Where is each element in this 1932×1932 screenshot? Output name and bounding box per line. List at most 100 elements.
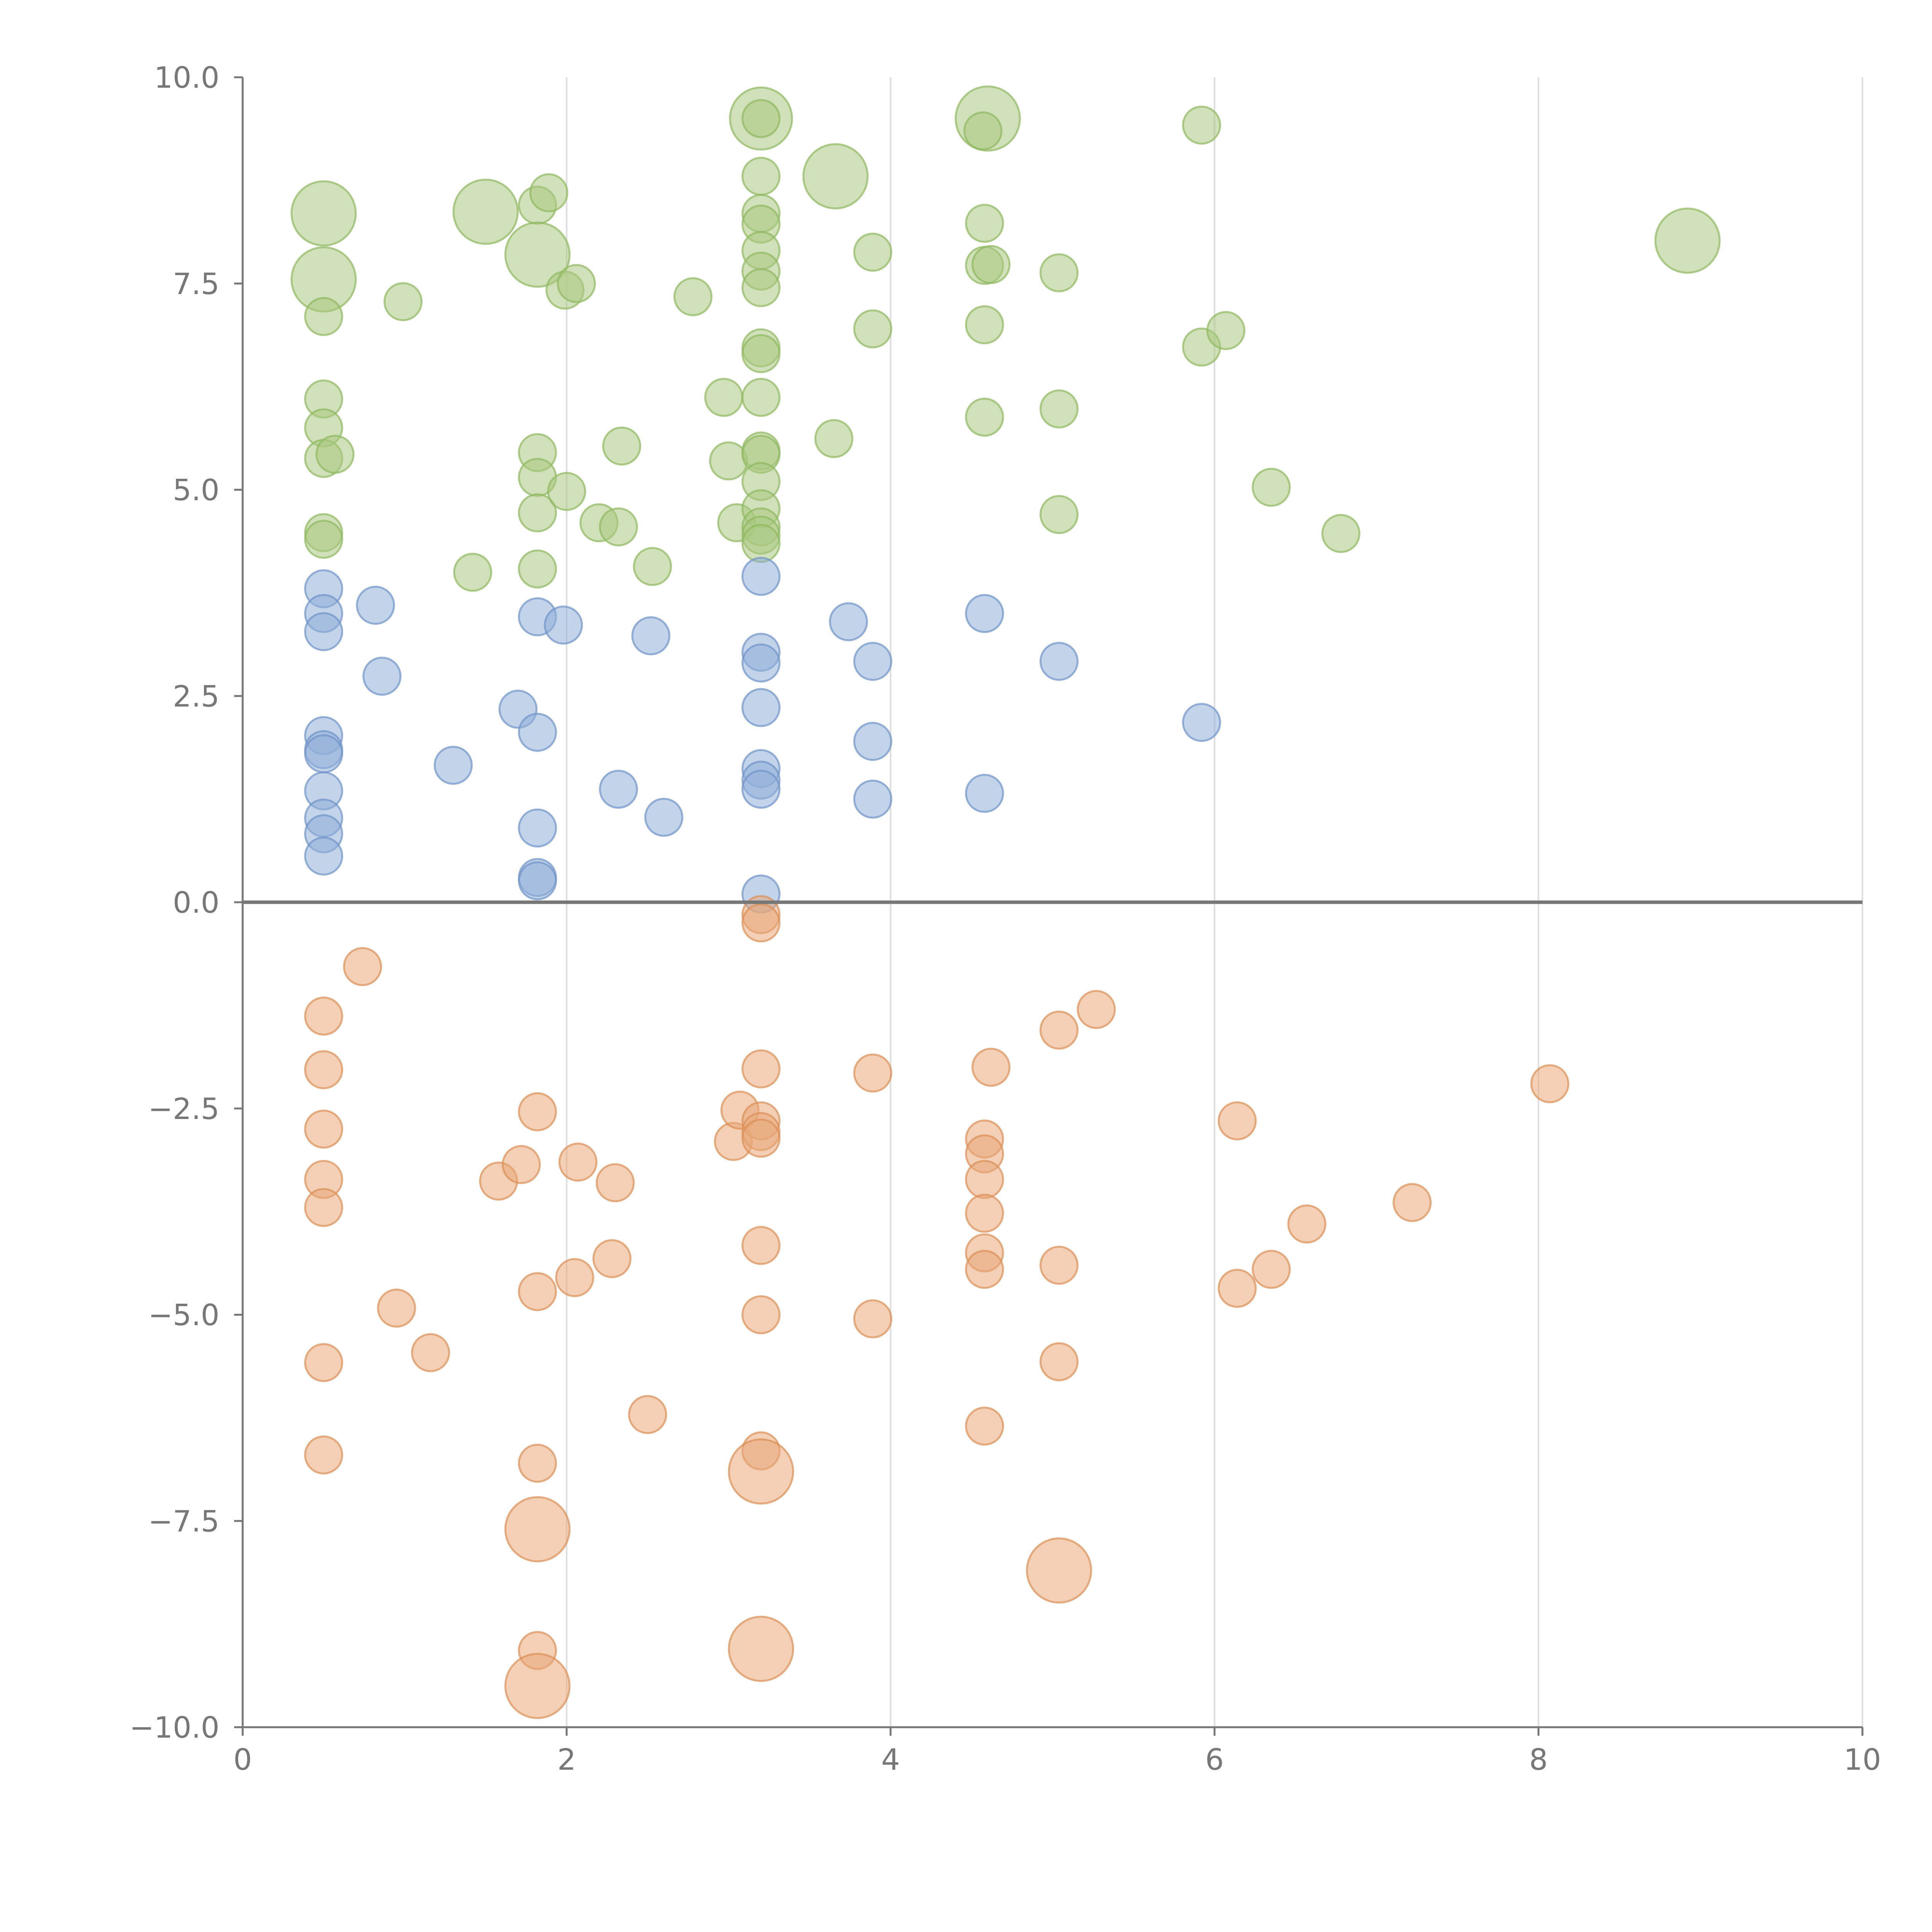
bubble-green-56[interactable] (971, 245, 1011, 284)
bubble-orange-12[interactable] (518, 1092, 557, 1131)
bubble-orange-9[interactable] (411, 1333, 450, 1372)
bubble-orange-49[interactable] (1026, 1537, 1092, 1604)
bubble-blue-11[interactable] (362, 656, 402, 696)
bubble-green-25[interactable] (633, 547, 672, 586)
bubble-green-19[interactable] (518, 493, 557, 532)
bubble-green-49[interactable] (802, 143, 869, 209)
bubble-orange-11[interactable] (502, 1145, 541, 1184)
bubble-green-10[interactable] (453, 553, 492, 592)
bubble-blue-20[interactable] (599, 770, 638, 809)
bubble-green-64[interactable] (1206, 311, 1246, 350)
bubble-green-48[interactable] (814, 419, 854, 458)
bubble-orange-48[interactable] (1039, 1342, 1079, 1381)
bubble-green-51[interactable] (853, 309, 893, 349)
bubble-orange-17[interactable] (504, 1653, 571, 1719)
bubble-blue-38[interactable] (1182, 703, 1221, 742)
bubble-orange-41[interactable] (965, 1194, 1004, 1233)
bubble-green-14[interactable] (504, 221, 571, 288)
bubble-orange-50[interactable] (1077, 990, 1116, 1029)
bubble-green-39[interactable] (741, 334, 781, 373)
bubble-orange-31[interactable] (741, 1226, 781, 1265)
bubble-green-0[interactable] (290, 180, 357, 247)
bubble-orange-4[interactable] (304, 1188, 344, 1227)
bubble-green-21[interactable] (547, 472, 586, 511)
bubble-orange-27[interactable] (741, 1049, 781, 1088)
bubble-green-47[interactable] (741, 524, 781, 563)
bubble-green-28[interactable] (709, 441, 748, 481)
bubble-blue-19[interactable] (544, 605, 583, 645)
bubble-orange-19[interactable] (558, 1143, 598, 1182)
bubble-green-58[interactable] (965, 398, 1004, 437)
bubble-green-20[interactable] (518, 549, 557, 588)
bubble-green-62[interactable] (1182, 105, 1221, 145)
bubble-blue-31[interactable] (829, 602, 868, 641)
bubble-green-50[interactable] (853, 233, 893, 272)
bubble-orange-5[interactable] (304, 1343, 344, 1382)
bubble-orange-32[interactable] (741, 1295, 781, 1334)
bubble-orange-40[interactable] (965, 1160, 1004, 1199)
bubble-green-59[interactable] (1039, 253, 1079, 293)
bubble-orange-7[interactable] (343, 947, 382, 986)
bubble-orange-20[interactable] (592, 1239, 632, 1278)
bubble-blue-37[interactable] (1039, 642, 1079, 681)
bubble-orange-18[interactable] (555, 1258, 594, 1297)
bubble-blue-15[interactable] (518, 713, 557, 752)
bubble-green-13[interactable] (529, 173, 568, 213)
bubble-orange-13[interactable] (518, 1272, 557, 1311)
bubble-orange-43[interactable] (965, 1250, 1004, 1289)
bubble-orange-46[interactable] (1039, 1010, 1079, 1050)
bubble-green-54[interactable] (965, 204, 1004, 243)
bubble-orange-1[interactable] (304, 1050, 344, 1089)
bubble-orange-37[interactable] (853, 1299, 893, 1338)
bubble-orange-14[interactable] (518, 1444, 557, 1483)
bubble-orange-53[interactable] (1252, 1250, 1291, 1289)
bubble-orange-51[interactable] (1218, 1101, 1257, 1141)
bubble-green-37[interactable] (741, 268, 781, 307)
bubble-green-27[interactable] (704, 378, 743, 417)
bubble-orange-54[interactable] (1287, 1204, 1327, 1244)
bubble-green-65[interactable] (1252, 468, 1291, 507)
bubble-green-67[interactable] (1654, 207, 1721, 274)
bubble-green-61[interactable] (1039, 495, 1079, 534)
bubble-green-40[interactable] (741, 378, 781, 417)
bubble-orange-2[interactable] (304, 1109, 344, 1149)
bubble-green-57[interactable] (965, 305, 1004, 344)
bubble-blue-35[interactable] (965, 594, 1004, 633)
bubble-orange-47[interactable] (1039, 1245, 1079, 1285)
bubble-orange-34[interactable] (728, 1438, 794, 1505)
bubble-green-23[interactable] (599, 507, 638, 547)
bubble-blue-16[interactable] (518, 808, 557, 848)
bubble-blue-5[interactable] (304, 734, 344, 774)
bubble-green-26[interactable] (673, 277, 713, 316)
bubble-green-32[interactable] (741, 156, 781, 196)
bubble-green-6[interactable] (315, 435, 355, 474)
bubble-green-53[interactable] (963, 111, 1003, 151)
bubble-blue-32[interactable] (853, 642, 893, 681)
bubble-orange-21[interactable] (595, 1163, 635, 1202)
bubble-orange-45[interactable] (971, 1048, 1011, 1087)
bubble-orange-36[interactable] (853, 1053, 893, 1093)
bubble-orange-55[interactable] (1393, 1183, 1432, 1222)
bubble-green-9[interactable] (383, 282, 423, 321)
bubble-orange-52[interactable] (1218, 1269, 1257, 1308)
bubble-blue-2[interactable] (304, 612, 344, 651)
bubble-blue-34[interactable] (853, 779, 893, 819)
bubble-green-24[interactable] (602, 426, 641, 466)
bubble-orange-35[interactable] (728, 1616, 794, 1682)
bubble-blue-33[interactable] (853, 722, 893, 761)
bubble-blue-21[interactable] (631, 616, 670, 655)
bubble-orange-22[interactable] (628, 1395, 667, 1434)
bubble-blue-23[interactable] (741, 557, 781, 596)
bubble-orange-6[interactable] (304, 1435, 344, 1475)
bubble-orange-0[interactable] (304, 997, 344, 1036)
bubble-orange-26[interactable] (741, 903, 781, 942)
bubble-green-31[interactable] (741, 99, 781, 138)
bubble-orange-15[interactable] (504, 1496, 571, 1563)
bubble-blue-22[interactable] (644, 798, 684, 837)
bubble-blue-25[interactable] (741, 643, 781, 683)
bubble-green-16[interactable] (557, 264, 596, 303)
bubble-blue-26[interactable] (741, 688, 781, 727)
bubble-green-2[interactable] (304, 297, 344, 336)
bubble-orange-56[interactable] (1530, 1064, 1570, 1104)
bubble-orange-30[interactable] (741, 1119, 781, 1158)
